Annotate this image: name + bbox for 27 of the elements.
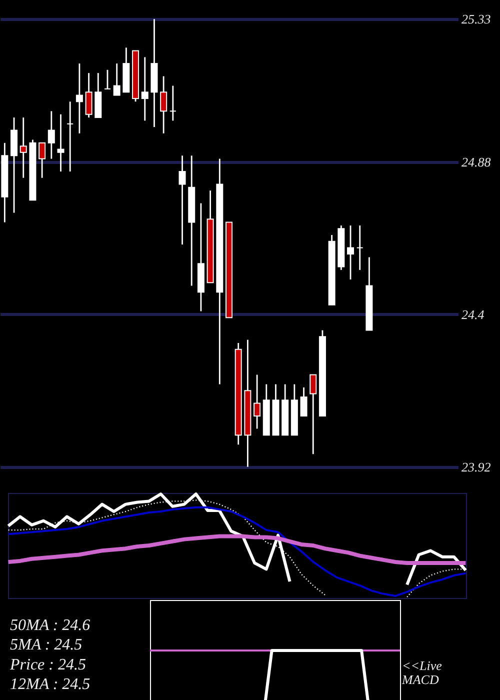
candlestick [48, 110, 55, 160]
candlestick [310, 374, 317, 455]
candlestick [57, 114, 64, 172]
candlestick [254, 374, 261, 430]
y-tick-label: 24.4 [462, 306, 485, 322]
candlestick [347, 224, 354, 280]
y-tick-label: 23.92 [462, 459, 492, 474]
candlestick [85, 72, 92, 118]
text: <<Live MACD [401, 658, 442, 687]
candlestick [104, 69, 111, 90]
text: 12MA : 24.5 [10, 676, 90, 694]
text: 50MA : 24.6 [10, 617, 90, 634]
candlestick [76, 62, 83, 134]
candlestick [113, 62, 120, 96]
text: 5MA : 24.5 [10, 636, 82, 654]
candlestick [141, 56, 148, 122]
candlestick [300, 386, 308, 417]
candlestick [169, 85, 176, 122]
candlestick [20, 116, 27, 179]
y-tick-label: 24.88 [462, 154, 492, 170]
text: Price : 24.5 [9, 656, 86, 674]
candlestick [38, 142, 46, 179]
y-tick-label: 25.33 [462, 12, 492, 27]
candlestick [356, 224, 364, 271]
candlestick [160, 76, 168, 134]
candlestick [66, 100, 74, 172]
candlestick [178, 154, 186, 246]
